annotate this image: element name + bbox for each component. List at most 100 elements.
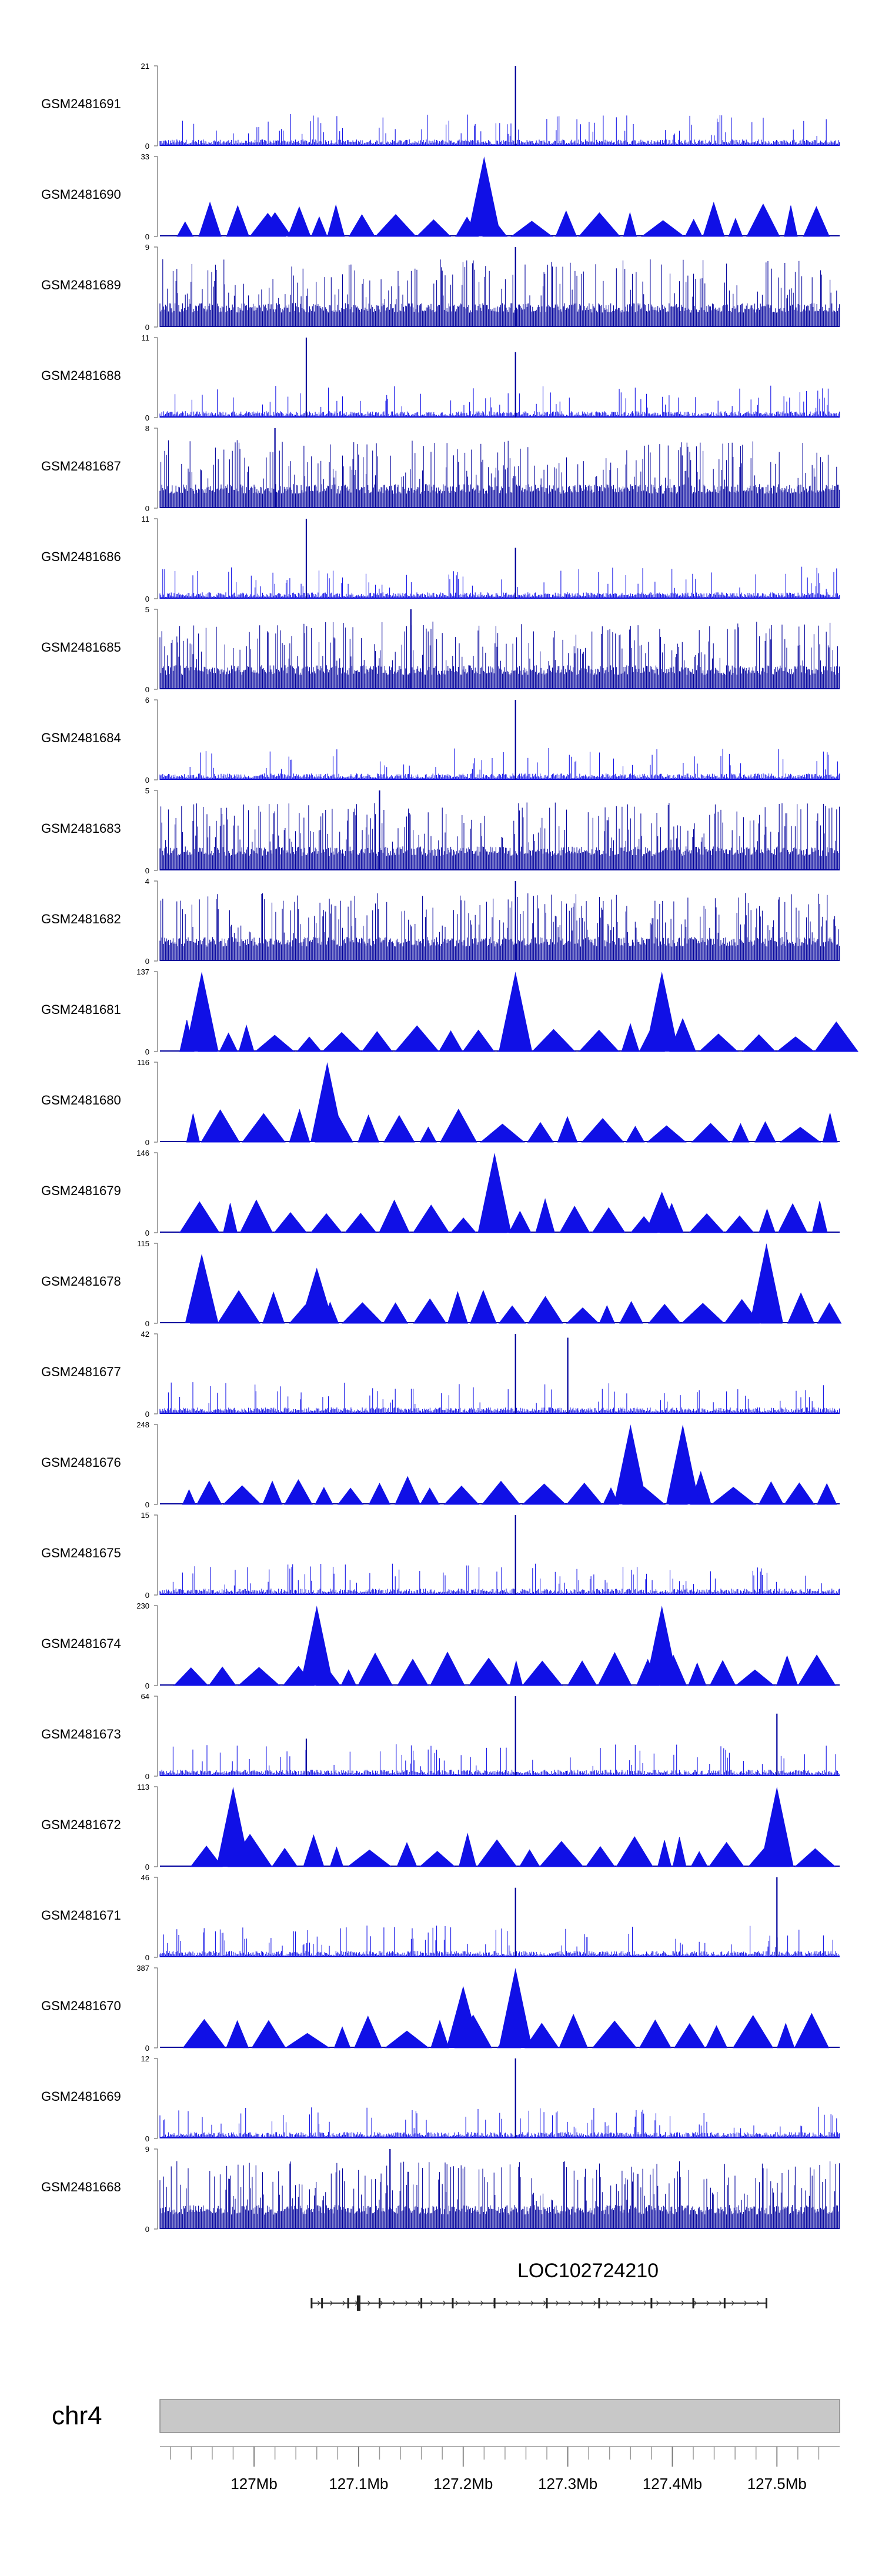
x-axis-tick-label: 127.1Mb: [329, 2475, 388, 2492]
y-tick-label-min: 0: [145, 142, 149, 151]
peak-mark: [310, 1062, 345, 1142]
track-GSM2481684: GSM2481684 6 0: [41, 696, 840, 785]
strand-arrow: [580, 2300, 584, 2306]
strand-arrow: [719, 2300, 722, 2306]
x-axis-tick-label: 127.4Mb: [643, 2475, 702, 2492]
track-label: GSM2481679: [41, 1183, 121, 1198]
coverage-bars: [159, 1382, 840, 1414]
y-tick-label-max: 64: [141, 1692, 149, 1701]
track-label: GSM2481677: [41, 1364, 121, 1379]
strand-arrow: [480, 2300, 484, 2306]
x-axis-tick-label: 127.3Mb: [538, 2475, 597, 2492]
y-tick-label-min: 0: [145, 232, 149, 241]
exon: [378, 2298, 380, 2308]
y-tick-label-min: 0: [145, 1229, 149, 1237]
track-GSM2481671: GSM2481671 46 0: [41, 1873, 840, 1962]
y-tick-label-min: 0: [145, 1681, 149, 1690]
track-GSM2481668: GSM2481668 9 0: [41, 2145, 840, 2234]
track-label: GSM2481672: [41, 1817, 121, 1832]
exon: [766, 2298, 768, 2308]
exon: [493, 2298, 496, 2308]
track-GSM2481682: GSM2481682 4 0: [41, 877, 840, 966]
exon: [452, 2298, 454, 2308]
track-GSM2481669: GSM2481669 12 0: [41, 2054, 840, 2143]
peak-mark: [258, 212, 292, 236]
track-label: GSM2481686: [41, 549, 121, 564]
track-GSM2481672: GSM2481672 113 0: [41, 1783, 840, 1871]
track-label: GSM2481668: [41, 2180, 121, 2194]
track-GSM2481681: GSM2481681 137 0: [41, 967, 859, 1056]
y-tick-label-max: 4: [145, 877, 149, 886]
y-tick-label-min: 0: [145, 1953, 149, 1962]
track-label: GSM2481688: [41, 368, 121, 383]
strand-arrow: [618, 2300, 622, 2306]
peak-mark: [185, 972, 219, 1052]
track-label: GSM2481690: [41, 187, 121, 202]
peak-mark: [613, 1424, 647, 1504]
exon: [420, 2298, 423, 2308]
track-label: GSM2481670: [41, 1998, 121, 2013]
strand-arrow: [669, 2300, 672, 2306]
track-GSM2481683: GSM2481683 5 0: [41, 786, 840, 875]
track-GSM2481687: GSM2481687 8 0: [41, 424, 840, 513]
strand-arrow: [455, 2300, 459, 2306]
coverage-bars: [159, 893, 840, 961]
peak-mark: [499, 1968, 533, 2048]
x-axis-tick-label: 127Mb: [230, 2475, 278, 2492]
gene-label: LOC102724210: [517, 2260, 659, 2282]
strand-arrow: [631, 2300, 634, 2306]
y-tick-label-max: 9: [145, 2145, 149, 2154]
strand-arrow: [568, 2300, 572, 2306]
y-tick-label-min: 0: [145, 776, 149, 785]
strand-arrow: [756, 2300, 760, 2306]
track-GSM2481676: GSM2481676 248 0: [41, 1420, 840, 1509]
track-label: GSM2481669: [41, 2089, 121, 2104]
y-tick-label-min: 0: [145, 413, 149, 422]
y-tick-label-max: 5: [145, 786, 149, 795]
y-tick-label-max: 8: [145, 424, 149, 433]
y-tick-label-min: 0: [145, 1047, 149, 1056]
y-tick-label-min: 0: [145, 1319, 149, 1328]
track-GSM2481680: GSM2481680 116 0: [41, 1058, 840, 1147]
peak-mark: [499, 972, 533, 1052]
y-tick-label-min: 0: [145, 957, 149, 966]
exon: [310, 2298, 313, 2308]
y-tick-label-max: 12: [141, 2054, 149, 2063]
y-tick-label-max: 42: [141, 1330, 149, 1339]
track-label: GSM2481685: [41, 640, 121, 655]
peak-mark: [645, 1606, 679, 1686]
strand-arrow: [530, 2300, 534, 2306]
coverage-bars: [159, 2161, 840, 2229]
y-tick-label-min: 0: [145, 2134, 149, 2143]
strand-arrow: [392, 2300, 396, 2306]
y-tick-label-max: 21: [141, 62, 149, 71]
peak-mark: [645, 972, 679, 1052]
y-tick-label-max: 33: [141, 152, 149, 161]
coverage-area: [182, 1470, 837, 1505]
track-GSM2481674: GSM2481674 230 0: [41, 1601, 840, 1690]
strand-arrow: [656, 2300, 660, 2306]
strand-arrow: [317, 2300, 320, 2306]
strand-arrow: [706, 2300, 710, 2306]
coverage-area: [186, 1107, 838, 1143]
peak-mark: [477, 1153, 512, 1233]
peak-mark: [467, 156, 501, 236]
y-tick-label-max: 137: [136, 967, 149, 976]
coverage-bars: [159, 2107, 840, 2138]
y-tick-label-min: 0: [145, 1863, 149, 1871]
exon: [598, 2298, 600, 2308]
y-tick-label-min: 0: [145, 1591, 149, 1600]
y-tick-label-max: 248: [136, 1420, 149, 1429]
strand-arrow: [606, 2300, 609, 2306]
coverage-bars: [159, 1744, 840, 1776]
track-label: GSM2481687: [41, 459, 121, 473]
coverage-bars: [159, 1926, 840, 1957]
strand-arrow: [543, 2300, 547, 2306]
strand-arrow: [330, 2300, 333, 2306]
chromosome-band: [159, 2399, 840, 2433]
coverage-bars: [159, 621, 840, 689]
exon: [650, 2298, 653, 2308]
track-GSM2481685: GSM2481685 5 0: [41, 605, 840, 694]
track-GSM2481670: GSM2481670 387 0: [41, 1964, 840, 2053]
track-label: GSM2481681: [41, 1002, 121, 1017]
